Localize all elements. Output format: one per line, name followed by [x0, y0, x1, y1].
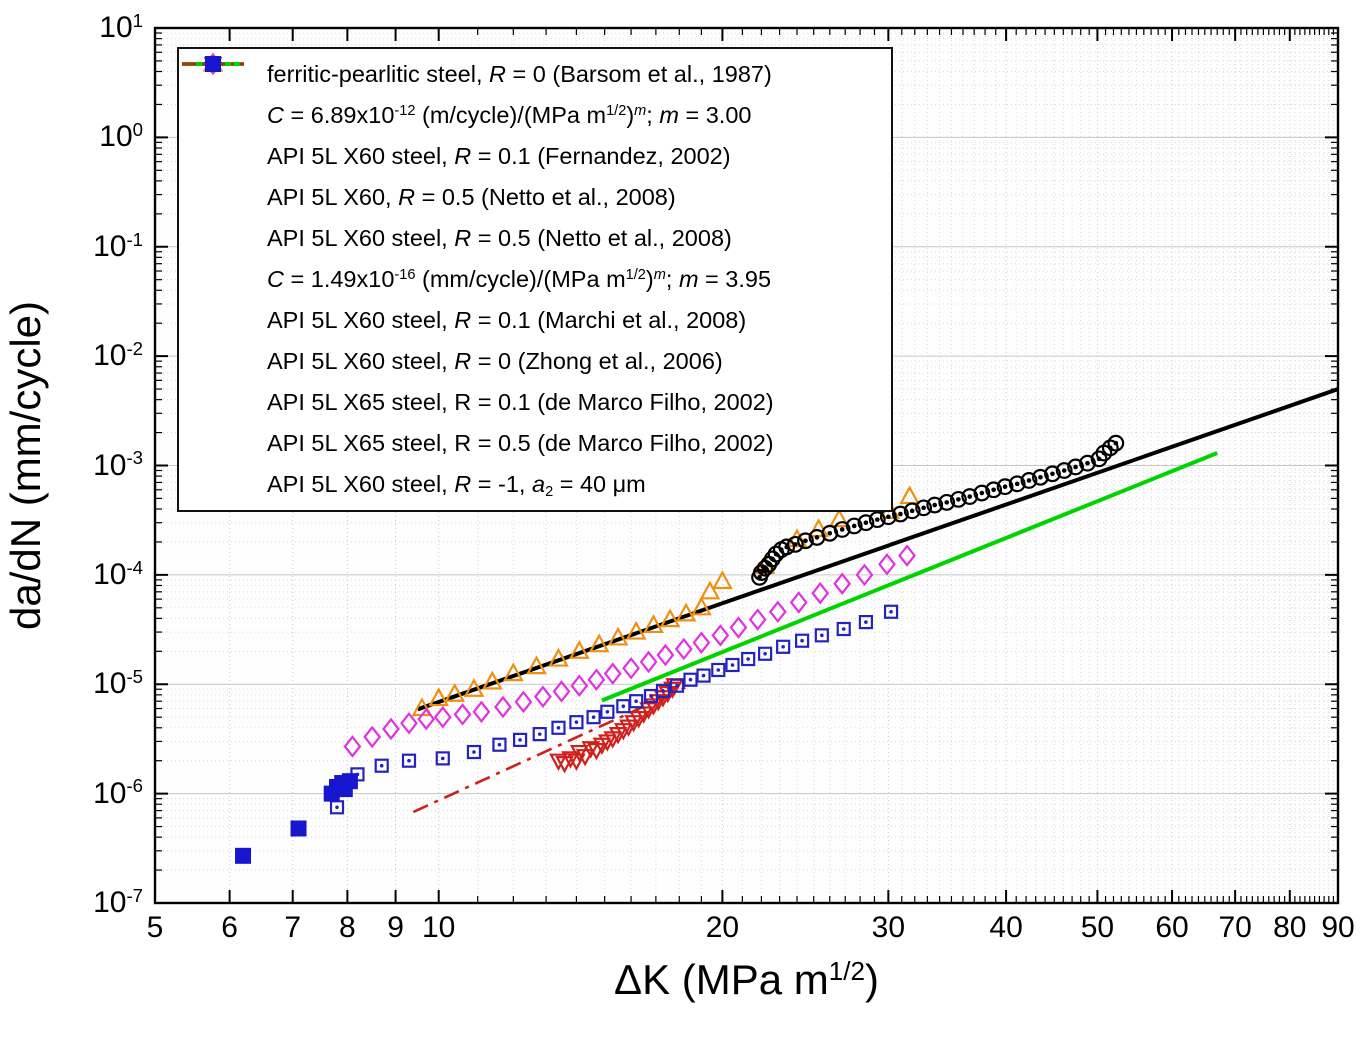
legend-label: API 5L X60 steel, R = 0.5 (Netto et al.,… [267, 225, 732, 251]
legend-label: C = 6.89x10-12 (m/cycle)/(MPa m1/2)m; m … [267, 102, 752, 128]
axis-ticks [154, 27, 1339, 904]
legend-label: ferritic-pearlitic steel, R = 0 (Barsom … [267, 61, 772, 87]
y-tick-label: 10-3 [93, 447, 143, 482]
x-tick-label: 60 [1155, 911, 1189, 944]
y-tick-label: 10-2 [93, 337, 143, 373]
legend-item-demarco-r05: API 5L X65 steel, R = 0.5 (de Marco Filh… [187, 52, 883, 464]
legend-label: C = 1.49x10-16 (mm/cycle)/(MPa m1/2)m; m… [267, 266, 772, 292]
x-tick-label: 5 [146, 911, 164, 944]
series-netto-data [549, 678, 685, 774]
series-netto-fit [412, 684, 692, 814]
series [235, 387, 1339, 864]
x-tick-label: 9 [387, 911, 404, 944]
legend-label: API 5L X60, R = 0.5 (Netto et al., 2008) [267, 184, 676, 210]
legend: ferritic-pearlitic steel, R = 0 (Barsom … [177, 47, 893, 512]
legend-label: API 5L X60 steel, R = -1, a2 = 40 μm [267, 471, 646, 501]
plot-frame [153, 26, 1340, 905]
x-tick-label: 50 [1080, 911, 1115, 944]
legend-label: API 5L X65 steel, R = 0.1 (de Marco Filh… [267, 389, 774, 415]
legend-item-marchi: API 5L X60 steel, R = 0.1 (Marchi et al.… [187, 52, 883, 341]
legend-label: API 5L X65 steel, R = 0.5 (de Marco Filh… [267, 430, 774, 456]
legend-item-netto-fit: API 5L X60 steel, R = 0.5 (Netto et al.,… [182, 62, 883, 259]
legend-item-barsom-eq: C = 6.89x10-12 (m/cycle)/(MPa m1/2)m; m … [187, 95, 883, 136]
legend-item-netto-eq: C = 1.49x10-16 (mm/cycle)/(MPa m1/2)m; m… [187, 259, 883, 300]
x-tick-label: 20 [705, 911, 740, 944]
x-axis-title: ΔK (MPa m1/2) [614, 955, 879, 1003]
x-tick-label: 80 [1273, 911, 1307, 944]
y-tick-label: 100 [99, 119, 143, 154]
x-tick-label: 7 [284, 911, 302, 944]
x-tick-label: 30 [871, 911, 906, 944]
legend-item-barsom: ferritic-pearlitic steel, R = 0 (Barsom … [182, 54, 883, 95]
legend-item-zhong: API 5L X60 steel, R = 0 (Zhong et al., 2… [187, 55, 883, 382]
legend-label: API 5L X60 steel, R = 0 (Zhong et al., 2… [267, 348, 723, 374]
x-tick-label: 10 [422, 911, 456, 944]
legend-label: API 5L X60 steel, R = 0.1 (Fernandez, 20… [267, 143, 731, 169]
x-tick-label: 70 [1218, 911, 1252, 944]
y-tick-label: 10-4 [93, 556, 143, 591]
legend-item-netto-data: API 5L X60, R = 0.5 (Netto et al., 2008) [187, 56, 883, 218]
series-zhong [751, 434, 1125, 586]
legend-item-demarco-r01: API 5L X65 steel, R = 0.1 (de Marco Filh… [187, 56, 883, 423]
legend-label: API 5L X60 steel, R = 0.1 (Marchi et al.… [267, 307, 747, 333]
x-tick-label: 90 [1321, 911, 1355, 944]
y-axis-title: da/dN (mm/cycle) [2, 301, 49, 630]
y-tick-label: 101 [99, 9, 143, 44]
y-tick-label: 10-1 [93, 228, 143, 263]
series-fernandez [601, 451, 1218, 703]
y-tick-label: 10-5 [93, 666, 143, 701]
x-tick-label: 8 [339, 911, 356, 944]
legend-item-fernandez: API 5L X60 steel, R = 0.1 (Fernandez, 20… [182, 62, 883, 177]
x-tick-label: 6 [221, 911, 238, 944]
series-demarco-r05 [343, 544, 916, 758]
series-r-minus1 [235, 773, 358, 864]
y-tick-label: 10-6 [93, 775, 143, 810]
legend-item-r-minus1: API 5L X60 steel, R = -1, a2 = 40 μm [187, 56, 883, 505]
x-tick-label: 40 [989, 911, 1023, 944]
y-tick-label: 10-7 [93, 884, 143, 919]
